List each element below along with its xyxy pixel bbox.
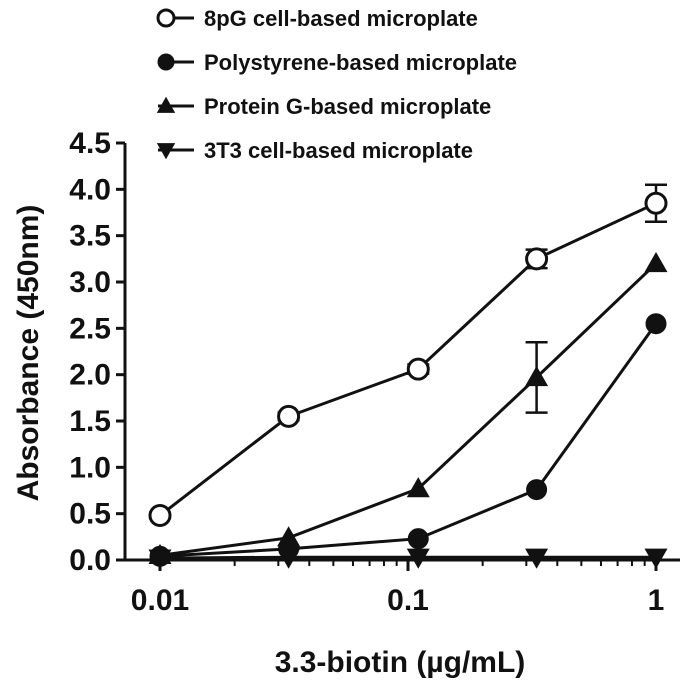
legend-label: Protein G-based microplate: [204, 94, 491, 119]
legend-item: 3T3 cell-based microplate: [156, 138, 473, 163]
legend-label: 8pG cell-based microplate: [204, 6, 478, 31]
series-line: [159, 262, 658, 557]
legend-marker: [156, 8, 176, 28]
data-point: [525, 247, 549, 271]
data-point: [526, 479, 548, 501]
data-point: [645, 313, 667, 335]
y-tick-label: 4.5: [69, 127, 111, 160]
data-point: [525, 365, 549, 387]
legend-item: 8pG cell-based microplate: [156, 6, 478, 31]
series-line: [159, 322, 658, 558]
data-point: [644, 548, 668, 569]
legend-label: Polystyrene-based microplate: [204, 50, 517, 75]
data-point: [644, 191, 668, 215]
series-line: [159, 555, 656, 560]
x-tick-label: 0.01: [131, 584, 189, 617]
y-tick-label: 2.5: [69, 312, 111, 345]
data-point: [406, 477, 430, 498]
legend-marker: [157, 53, 175, 71]
y-tick-label: 0.5: [69, 498, 111, 531]
x-axis-title: 3.3-biotin (µg/mL): [275, 646, 526, 679]
y-tick-label: 0.0: [69, 544, 111, 577]
series-1: [148, 183, 668, 528]
y-tick-label: 3.0: [69, 266, 111, 299]
y-tick-label: 1.5: [69, 405, 111, 438]
data-point: [148, 504, 172, 528]
data-point: [406, 548, 430, 569]
y-tick-label: 3.5: [69, 220, 111, 253]
legend-item: Polystyrene-based microplate: [157, 50, 517, 75]
data-point: [148, 543, 172, 564]
y-tick-label: 1.0: [69, 451, 111, 484]
data-point: [525, 548, 549, 569]
legend-item: Protein G-based microplate: [156, 94, 491, 119]
data-point: [277, 526, 301, 547]
legend-marker: [156, 96, 176, 113]
legend: 8pG cell-based microplate Polystyrene-bas…: [156, 6, 517, 163]
series-2: [149, 313, 667, 567]
y-axis-title: Absorbance (450nm): [12, 205, 45, 502]
legend-marker: [156, 143, 176, 160]
x-tick-label: 1: [648, 584, 665, 617]
data-point: [277, 404, 301, 428]
series-line: [159, 201, 657, 517]
legend-label: 3T3 cell-based microplate: [204, 138, 473, 163]
data-point: [644, 251, 668, 273]
data-point: [406, 357, 430, 381]
series-3: [148, 251, 668, 564]
plot-area: [148, 183, 668, 570]
y-tick-label: 2.0: [69, 359, 111, 392]
x-tick-label: 0.1: [387, 584, 429, 617]
data-point: [407, 528, 429, 550]
axes: 0.0 0.5 1.0 1.5 2.0 2.5 3.0 3.5 4.0 4.5 0.01 0.1 1: [69, 127, 680, 617]
y-tick-label: 4.0: [69, 173, 111, 206]
